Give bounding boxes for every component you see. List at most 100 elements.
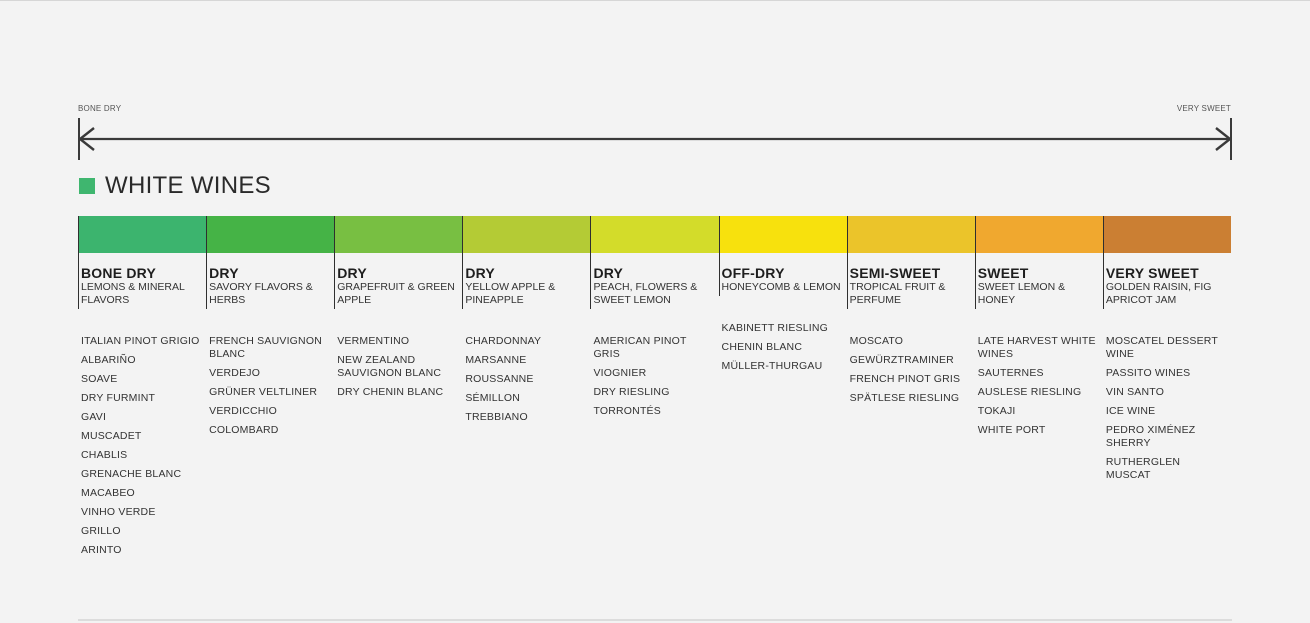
wine-list: AMERICAN PINOT GRIS VIOGNIER DRY RIESLING T… [593,309,718,418]
wine-item: VERDEJO [209,367,261,379]
sweetness-column: SWEET SWEET LEMON & HONEY LATE HARVEST WHI… [974,253,1103,563]
flavor-description: GRAPEFRUIT & GREEN APPLE [337,281,455,306]
sweetness-column: DRY SAVORY FLAVORS & HERBS FRENCH SAUVIGNO… [206,253,334,563]
wine-item: VIOGNIER [593,367,647,379]
sweetness-level: BONE DRY [81,265,156,281]
wine-item: VERDICCHIO [209,405,278,417]
wine-item: COLOMBARD [209,424,279,436]
column-header: VERY SWEET GOLDEN RAISIN, FIG APRICOT JAM [1102,253,1231,309]
wine-item: PEDRO XIMÉNEZ SHERRY [1105,424,1196,449]
sweetness-level: DRY [209,265,239,281]
column-header: DRY SAVORY FLAVORS & HERBS [206,253,334,309]
wine-item: WHITE PORT [977,424,1046,436]
wine-item: ROUSSANNE [465,373,534,385]
wine-list: VERMENTINO NEW ZEALAND SAUVIGNON BLANC DRY… [337,309,462,399]
wine-list: LATE HARVEST WHITE WINES SAUTERNES AUSLESE… [978,309,1103,437]
legend-swatch [79,178,95,194]
sweetness-level: DRY [337,265,367,281]
wine-item: MUSCADET [81,430,142,442]
wine-item: VERMENTINO [337,335,410,347]
wine-item: MOSCATEL DESSERT WINE [1105,335,1218,360]
sweetness-column: DRY GRAPEFRUIT & GREEN APPLE VERMENTINO NEW… [334,253,462,563]
column-header: BONE DRY LEMONS & MINERAL FLAVORS [78,253,206,309]
wine-list: MOSCATO GEWÜRZTRAMINER FRENCH PINOT GRIS SP… [850,309,975,405]
wine-list: KABINETT RIESLING CHENIN BLANC MÜLLER-THUR… [722,296,847,373]
wine-item: AUSLESE RIESLING [977,386,1082,398]
top-divider [0,0,1310,1]
wine-item: GRENACHE BLANC [81,468,182,480]
flavor-description: YELLOW APPLE & PINEAPPLE [465,281,556,306]
flavor-description: PEACH, FLOWERS & SWEET LEMON [593,281,698,306]
wine-item: SÉMILLON [465,392,521,404]
wine-item: DRY FURMINT [81,392,156,404]
wine-list: FRENCH SAUVIGNON BLANC VERDEJO GRÜNER VELT… [209,309,334,437]
sweetness-level: SWEET [977,265,1029,281]
column-header: OFF-DRY HONEYCOMB & LEMON [718,253,847,296]
wine-item: TORRONTÉS [593,405,661,417]
wine-item: SOAVE [81,373,118,385]
wine-item: ARINTO [81,544,122,556]
legend-label: WHITE WINES [105,172,271,199]
wine-item: DRY RIESLING [593,386,670,398]
wine-item: GAVI [81,411,107,423]
wine-item: SAUTERNES [977,367,1044,379]
wine-item: GRÜNER VELTLINER [209,386,318,398]
wine-item: MÜLLER-THURGAU [721,360,823,372]
color-band [334,216,463,253]
wine-item: TOKAJI [977,405,1016,417]
wine-item: MOSCATO [849,335,904,347]
wine-item: TREBBIANO [465,411,528,423]
sweetness-level: DRY [593,265,624,281]
sweetness-column: SEMI-SWEET TROPICAL FRUIT & PERFUME MOSCAT… [846,253,975,563]
wine-item: ICE WINE [1105,405,1156,417]
sweetness-columns: BONE DRY LEMONS & MINERAL FLAVORS ITALIAN … [78,253,1231,563]
wine-item: CHENIN BLANC [721,341,803,353]
column-header: DRY PEACH, FLOWERS & SWEET LEMON [590,253,718,309]
sweetness-level: OFF-DRY [721,265,785,281]
wine-list: ITALIAN PINOT GRIGIO ALBARIÑO SOAVE DRY FUR… [81,309,206,557]
wine-item: VINHO VERDE [81,506,156,518]
wine-item: RUTHERGLEN MUSCAT [1105,456,1181,481]
sweetness-axis-arrow [78,118,1232,160]
scale-label-bone-dry: BONE DRY [78,104,122,113]
wine-item: ITALIAN PINOT GRIGIO [81,335,200,347]
sweetness-level: VERY SWEET [1105,265,1199,281]
sweetness-level: DRY [465,265,495,281]
wine-item: FRENCH SAUVIGNON BLANC [209,335,322,360]
color-band [206,216,335,253]
color-band [462,216,591,253]
wine-item: SPÄTLESE RIESLING [849,392,960,404]
sweetness-column: DRY YELLOW APPLE & PINEAPPLE CHARDONNAY MAR… [462,253,590,563]
sweetness-column: OFF-DRY HONEYCOMB & LEMON KABINETT RIESLIN… [718,253,847,563]
wine-list: MOSCATEL DESSERT WINE PASSITO WINES VIN SA… [1106,309,1231,482]
sweetness-column: BONE DRY LEMONS & MINERAL FLAVORS ITALIAN … [78,253,206,563]
wine-item: KABINETT RIESLING [721,322,829,334]
wine-item: NEW ZEALAND SAUVIGNON BLANC [337,354,442,379]
sweetness-column: VERY SWEET GOLDEN RAISIN, FIG APRICOT JAM… [1102,253,1231,563]
wine-item: VIN SANTO [1105,386,1165,398]
column-header: SWEET SWEET LEMON & HONEY [974,253,1103,309]
flavor-description: SAVORY FLAVORS & HERBS [209,281,313,306]
wine-item: GEWÜRZTRAMINER [849,354,954,366]
flavor-description: GOLDEN RAISIN, FIG APRICOT JAM [1105,281,1212,306]
color-band [1102,216,1231,253]
flavor-description: LEMONS & MINERAL FLAVORS [81,281,185,306]
wine-item: DRY CHENIN BLANC [337,386,444,398]
wine-item: AMERICAN PINOT GRIS [593,335,687,360]
scale-label-very-sweet: VERY SWEET [1176,104,1231,113]
wine-item: PASSITO WINES [1105,367,1191,379]
color-band [718,216,847,253]
flavor-description: SWEET LEMON & HONEY [977,281,1066,306]
wine-item: MACABEO [81,487,135,499]
column-header: DRY GRAPEFRUIT & GREEN APPLE [334,253,462,309]
color-band [974,216,1103,253]
sweetness-column: DRY PEACH, FLOWERS & SWEET LEMON AMERICAN … [590,253,718,563]
wine-item: CHABLIS [81,449,128,461]
wine-item: LATE HARVEST WHITE WINES [977,335,1096,360]
wine-list: CHARDONNAY MARSANNE ROUSSANNE SÉMILLON TREBB… [465,309,590,424]
bottom-divider [78,619,1232,621]
flavor-description: HONEYCOMB & LEMON [721,281,841,293]
flavor-description: TROPICAL FRUIT & PERFUME [849,281,946,306]
wine-item: CHARDONNAY [465,335,542,347]
color-band [846,216,975,253]
